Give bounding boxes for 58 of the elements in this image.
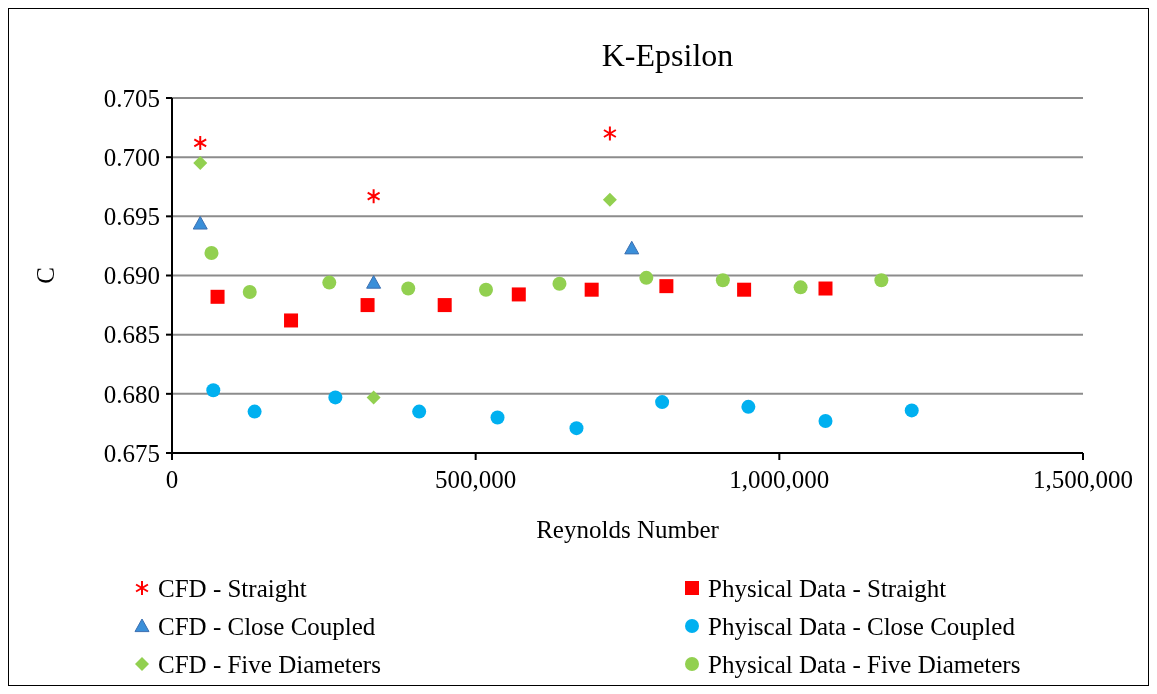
y-axis-title: C	[32, 267, 59, 284]
legend-label: Phyiscal Data - Close Coupled	[708, 612, 1016, 640]
y-tick-label: 0.695	[103, 203, 160, 231]
point	[247, 404, 262, 419]
x-tick-label: 1,500,000	[1033, 466, 1133, 493]
point	[204, 246, 219, 261]
point	[584, 282, 599, 297]
point	[793, 280, 808, 295]
legend-label: CFD - Close Coupled	[158, 612, 376, 640]
chart-title: K-Epsilon	[601, 37, 734, 73]
y-tick-label: 0.680	[103, 380, 160, 408]
point	[242, 285, 257, 300]
point	[193, 156, 208, 171]
x-tick-label: 500,000	[435, 466, 517, 493]
y-tick-label: 0.690	[103, 262, 160, 290]
y-tick-label: 0.705	[103, 84, 160, 112]
point	[818, 281, 833, 296]
legend-label: CFD - Straight	[158, 574, 307, 602]
point	[366, 188, 381, 205]
point	[437, 298, 452, 313]
point	[210, 289, 225, 304]
point	[366, 390, 381, 405]
point	[715, 273, 730, 288]
point	[412, 404, 427, 419]
point	[602, 192, 617, 207]
point	[284, 313, 299, 328]
point	[366, 275, 382, 289]
point	[569, 421, 584, 436]
point	[874, 273, 889, 288]
y-tick-label: 0.685	[103, 321, 160, 349]
point	[552, 276, 567, 291]
x-axis-title: Reynolds Number	[536, 516, 720, 543]
point	[624, 240, 640, 255]
point	[490, 410, 505, 425]
point	[192, 215, 208, 230]
legend-label: CFD - Five Diameters	[158, 650, 381, 678]
y-tick-label: 0.700	[103, 143, 160, 171]
point	[193, 134, 208, 151]
x-tick-label: 1,000,000	[729, 466, 830, 493]
point	[818, 414, 833, 429]
legend-label: Physical Data - Five Diameters	[708, 650, 1021, 678]
point	[655, 395, 670, 410]
point	[511, 287, 526, 302]
point	[737, 282, 752, 297]
point	[904, 403, 919, 418]
x-tick-label: 0	[165, 466, 179, 493]
point	[401, 281, 416, 296]
point	[639, 270, 654, 285]
point	[328, 390, 343, 405]
point	[478, 282, 493, 297]
point	[322, 275, 337, 290]
legend-label: Physical Data - Straight	[708, 574, 947, 602]
point	[602, 125, 617, 142]
point	[206, 383, 221, 398]
point	[360, 298, 375, 313]
point	[741, 399, 756, 414]
point	[659, 279, 674, 294]
y-tick-label: 0.675	[103, 439, 160, 467]
